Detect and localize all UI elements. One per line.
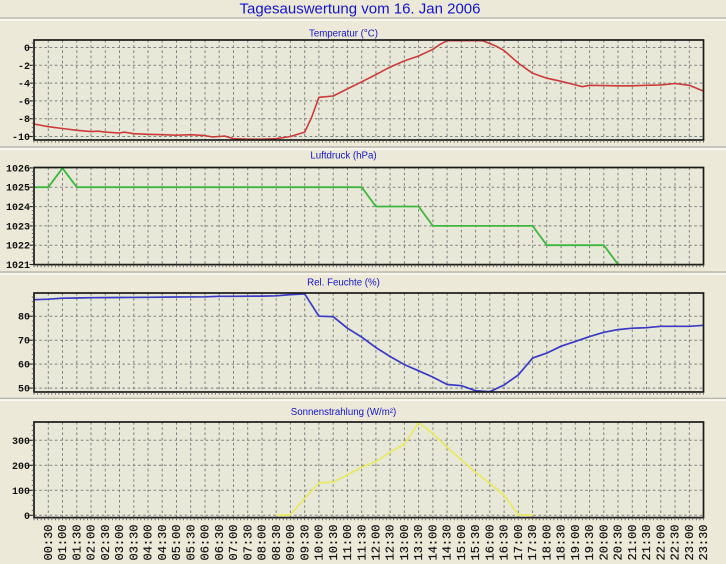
svg-text:09:00: 09:00 <box>284 524 298 560</box>
svg-text:23:30: 23:30 <box>697 524 711 560</box>
svg-text:1025: 1025 <box>6 184 30 195</box>
svg-text:01:30: 01:30 <box>70 524 84 560</box>
svg-text:10:00: 10:00 <box>313 524 327 560</box>
svg-text:07:00: 07:00 <box>227 524 241 560</box>
svg-text:60: 60 <box>18 361 30 372</box>
svg-text:17:30: 17:30 <box>526 524 540 560</box>
svg-text:23:00: 23:00 <box>683 524 697 560</box>
svg-text:01:00: 01:00 <box>56 524 70 560</box>
svg-text:Sonnenstrahlung (W/m²): Sonnenstrahlung (W/m²) <box>291 407 397 418</box>
svg-text:20:00: 20:00 <box>597 524 611 560</box>
svg-text:03:30: 03:30 <box>127 524 141 560</box>
svg-text:-6: -6 <box>18 97 30 108</box>
svg-text:03:00: 03:00 <box>113 524 127 560</box>
svg-text:Rel. Feuchte (%): Rel. Feuchte (%) <box>307 277 380 288</box>
svg-text:13:30: 13:30 <box>412 524 426 560</box>
svg-text:80: 80 <box>18 313 30 324</box>
svg-text:06:30: 06:30 <box>213 524 227 560</box>
svg-text:09:30: 09:30 <box>298 524 312 560</box>
svg-text:20:30: 20:30 <box>612 524 626 560</box>
svg-text:1023: 1023 <box>6 222 30 233</box>
svg-text:22:30: 22:30 <box>669 524 683 560</box>
svg-text:16:00: 16:00 <box>483 524 497 560</box>
svg-text:18:30: 18:30 <box>555 524 569 560</box>
svg-text:1024: 1024 <box>6 203 30 214</box>
svg-text:08:30: 08:30 <box>270 524 284 560</box>
svg-text:17:00: 17:00 <box>512 524 526 560</box>
svg-text:Luftdruck (hPa): Luftdruck (hPa) <box>310 150 376 161</box>
svg-text:0: 0 <box>24 44 30 55</box>
svg-text:02:30: 02:30 <box>99 524 113 560</box>
svg-text:1021: 1021 <box>6 261 30 272</box>
svg-text:14:30: 14:30 <box>441 524 455 560</box>
svg-text:07:30: 07:30 <box>241 524 255 560</box>
svg-text:15:30: 15:30 <box>469 524 483 560</box>
svg-text:05:30: 05:30 <box>184 524 198 560</box>
svg-text:18:00: 18:00 <box>540 524 554 560</box>
svg-text:0: 0 <box>24 512 30 523</box>
svg-text:04:30: 04:30 <box>156 524 170 560</box>
svg-text:08:00: 08:00 <box>256 524 270 560</box>
svg-text:21:30: 21:30 <box>640 524 654 560</box>
svg-text:10:30: 10:30 <box>327 524 341 560</box>
svg-text:1026: 1026 <box>6 164 30 175</box>
svg-text:06:00: 06:00 <box>199 524 213 560</box>
svg-text:22:00: 22:00 <box>654 524 668 560</box>
svg-text:19:00: 19:00 <box>569 524 583 560</box>
svg-text:04:00: 04:00 <box>142 524 156 560</box>
svg-text:11:00: 11:00 <box>341 524 355 560</box>
svg-text:-4: -4 <box>18 80 30 91</box>
svg-text:Temperatur (°C): Temperatur (°C) <box>309 28 378 39</box>
svg-text:50: 50 <box>18 385 30 396</box>
svg-text:19:30: 19:30 <box>583 524 597 560</box>
svg-text:-10: -10 <box>12 133 30 144</box>
svg-text:-2: -2 <box>18 62 30 73</box>
svg-text:11:30: 11:30 <box>355 524 369 560</box>
svg-text:-8: -8 <box>18 115 30 126</box>
svg-text:300: 300 <box>12 437 30 448</box>
svg-text:05:00: 05:00 <box>170 524 184 560</box>
svg-text:14:00: 14:00 <box>427 524 441 560</box>
svg-text:21:00: 21:00 <box>626 524 640 560</box>
svg-text:12:00: 12:00 <box>370 524 384 560</box>
svg-text:16:30: 16:30 <box>498 524 512 560</box>
svg-text:13:00: 13:00 <box>398 524 412 560</box>
svg-text:1022: 1022 <box>6 242 30 253</box>
svg-text:00:30: 00:30 <box>42 524 56 560</box>
svg-text:12:30: 12:30 <box>384 524 398 560</box>
svg-text:02:00: 02:00 <box>85 524 99 560</box>
svg-text:100: 100 <box>12 487 30 498</box>
svg-text:200: 200 <box>12 462 30 473</box>
svg-text:70: 70 <box>18 337 30 348</box>
svg-text:15:00: 15:00 <box>455 524 469 560</box>
svg-text:Tagesauswertung vom 16. Jan 20: Tagesauswertung vom 16. Jan 2006 <box>240 1 481 18</box>
